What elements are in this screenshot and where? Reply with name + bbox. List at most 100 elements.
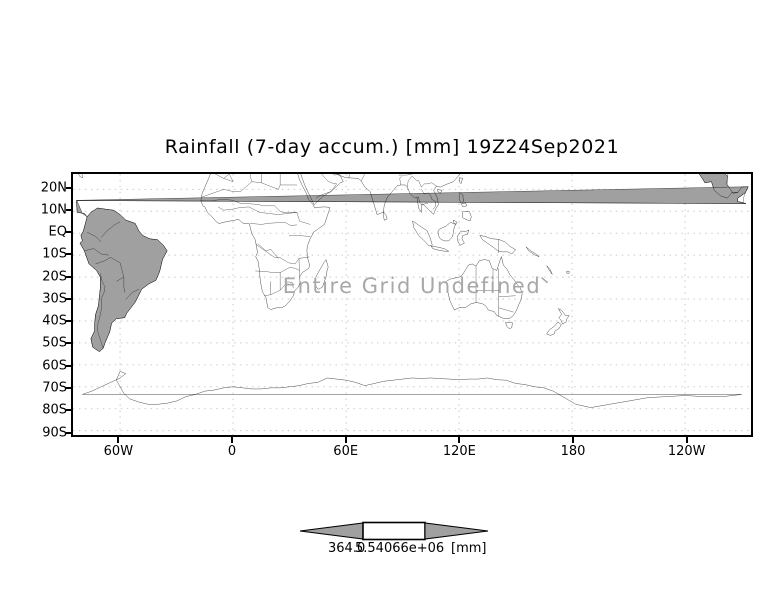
political-border-ind3: [400, 176, 402, 185]
political-border-aus5: [499, 296, 516, 297]
coastline-philippines: [459, 193, 467, 207]
colorbar-min-label: 364.0: [328, 541, 366, 556]
x-axis-labels: 60W 0 60E 120E 180 120W: [0, 444, 784, 464]
political-border-aus6: [499, 308, 514, 312]
coastline-nz_north: [558, 309, 569, 324]
coastline-africa: [201, 174, 330, 310]
political-border-afr4: [250, 222, 297, 225]
y-tick-label-30s: 30S: [42, 291, 67, 307]
world-coastlines: [73, 174, 751, 435]
coastline-australia: [446, 257, 522, 319]
y-tick-label-40s: 40S: [42, 313, 67, 329]
y-tick-label-eq: EQ: [48, 224, 67, 240]
political-border-afr6: [255, 267, 299, 272]
political-border-sam6: [101, 222, 120, 238]
colorbar: [294, 518, 494, 544]
x-tick-label-120e: 120E: [442, 444, 476, 459]
x-tick-mark: [458, 437, 461, 443]
coastline-sriLanka: [383, 212, 387, 221]
political-border-ind4: [407, 176, 418, 187]
y-tick-label-90s: 90S: [42, 425, 67, 441]
coastline-solomon: [526, 247, 539, 257]
political-border-sam3: [97, 273, 105, 348]
map-plot-area: Entire Grid Undefined: [71, 172, 753, 437]
y-tick-mark: [66, 275, 72, 278]
political-border-sam2: [124, 277, 125, 292]
x-tick-mark: [117, 437, 120, 443]
coastline-asia_coast: [298, 174, 499, 215]
x-tick-label-120w: 120W: [667, 444, 706, 459]
coastline-tasmania: [506, 322, 513, 328]
political-border-afr18: [258, 244, 279, 259]
y-axis-labels: 20N 10N EQ 10S 20S 30S 40S 50S 60S 70S 80S 90S: [15, 172, 67, 441]
coastline-samerica: [80, 208, 167, 352]
coastline-antarctica: [82, 371, 741, 407]
political-border-asia2: [421, 189, 435, 209]
y-tick-label-60s: 60S: [42, 358, 67, 374]
coastline-mindanao: [462, 212, 471, 221]
colorbar-right-extend-triangle: [424, 522, 489, 540]
political-border-ind1: [361, 174, 376, 181]
political-border-asia1: [419, 181, 437, 188]
y-tick-mark: [66, 231, 72, 234]
y-tick-mark: [66, 431, 72, 434]
political-border-afr10: [211, 174, 233, 182]
y-axis-ticks: [0, 172, 72, 437]
coastline-sulawesi: [457, 230, 469, 245]
political-border-afr2: [202, 182, 297, 197]
x-tick-label-180: 180: [560, 444, 586, 459]
political-border-afr16: [289, 235, 297, 236]
political-border-afr5: [256, 244, 310, 264]
coastline-newcaledonia: [542, 278, 548, 283]
political-border-mideast5: [348, 174, 358, 178]
y-tick-mark: [66, 342, 72, 345]
y-tick-label-20n: 20N: [40, 180, 67, 196]
political-border-sam5: [84, 249, 108, 256]
x-tick-mark: [685, 437, 688, 443]
political-border-afr1: [201, 199, 310, 224]
y-tick-label-70s: 70S: [42, 380, 67, 396]
x-tick-label-0: 0: [227, 444, 237, 459]
coastline-namerica_ne: [78, 174, 751, 178]
x-tick-mark: [231, 437, 234, 443]
colorbar-max-label: 5.54066e+06: [355, 541, 445, 556]
political-border-sam4: [96, 257, 124, 277]
political-border-nam5: [76, 201, 87, 217]
y-tick-mark: [66, 208, 72, 211]
coastline-borneo: [438, 222, 456, 241]
y-tick-mark: [66, 253, 72, 256]
political-border-afr7: [264, 282, 293, 296]
political-border-afr15: [297, 235, 310, 236]
coastline-sumatra: [413, 221, 433, 246]
coastline-hainan: [438, 190, 443, 194]
coastline-madagascar: [315, 260, 329, 290]
political-border-sam1: [126, 289, 139, 299]
y-tick-mark: [66, 186, 72, 189]
political-border-nam4: [76, 201, 746, 204]
y-tick-mark: [66, 409, 72, 412]
y-tick-mark: [66, 320, 72, 323]
political-border-nam3: [737, 193, 745, 203]
x-tick-label-60e: 60E: [333, 444, 359, 459]
x-tick-mark: [344, 437, 347, 443]
y-tick-mark: [66, 297, 72, 300]
y-tick-mark: [66, 387, 72, 389]
colorbar-left-extend-triangle: [299, 522, 364, 540]
x-tick-label-60w: 60W: [103, 444, 134, 459]
political-border-afr3: [218, 207, 297, 215]
colorbar-shape: [299, 521, 489, 541]
shaded-landmass: [80, 208, 167, 352]
political-border-asia3: [417, 197, 428, 205]
y-tick-label-50s: 50S: [42, 335, 67, 351]
shaded-landmass: [76, 187, 748, 217]
coastline-newguinea: [480, 235, 516, 254]
coastline-fiji: [567, 271, 570, 273]
y-tick-mark: [66, 364, 72, 367]
y-tick-label-10n: 10N: [40, 202, 67, 218]
political-border-sam7: [87, 232, 101, 242]
colorbar-unit-label: [mm]: [451, 541, 487, 556]
coastline-nz_south: [547, 322, 562, 335]
page-title: Rainfall (7-day accum.) [mm] 19Z24Sep202…: [164, 136, 620, 158]
coastline-namerica_e: [75, 174, 745, 193]
coastline-taiwan: [459, 178, 462, 184]
